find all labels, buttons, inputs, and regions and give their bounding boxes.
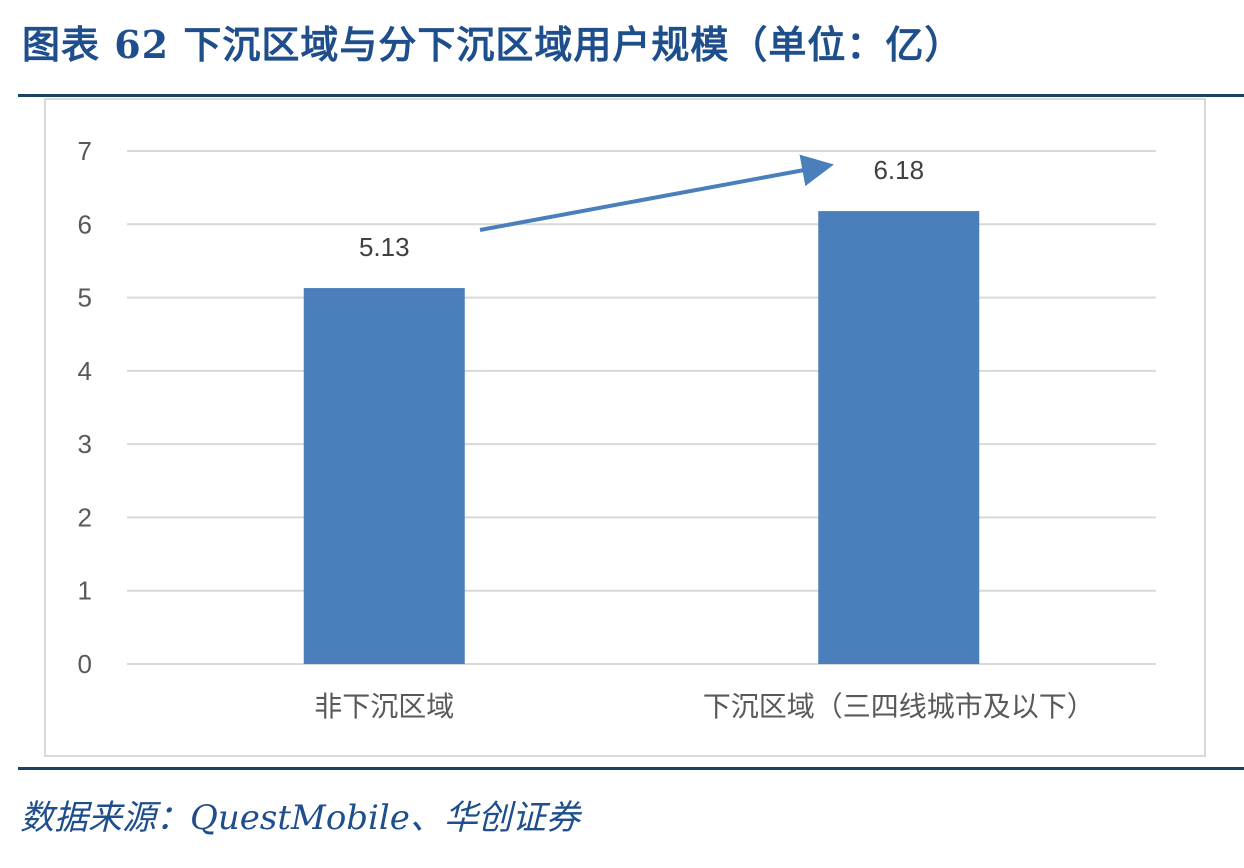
y-tick-label: 3 — [78, 429, 92, 459]
trend-arrow — [479, 154, 834, 232]
x-tick-label: 非下沉区域 — [314, 690, 454, 723]
y-tick-label: 4 — [78, 356, 92, 386]
data-label: 5.13 — [359, 232, 410, 262]
bar — [303, 288, 465, 664]
bottom-rule — [18, 767, 1244, 770]
figure-title: 图表 62 下沉区域与分下沉区域用户规模（单位：亿） — [22, 22, 964, 67]
top-rule — [18, 94, 1244, 97]
y-tick-label: 2 — [78, 502, 92, 532]
x-tick-label: 下沉区域（三四线城市及以下） — [703, 690, 1095, 723]
y-tick-label: 7 — [78, 136, 92, 166]
chart-frame — [44, 98, 1206, 757]
y-tick-label: 5 — [78, 283, 92, 313]
source-note: 数据来源：QuestMobile、华创证券 — [20, 798, 580, 838]
y-tick-label: 1 — [78, 576, 92, 606]
data-label: 6.18 — [873, 155, 924, 185]
y-tick-label: 6 — [78, 209, 92, 239]
y-tick-label: 0 — [78, 649, 92, 679]
bar — [818, 211, 980, 664]
